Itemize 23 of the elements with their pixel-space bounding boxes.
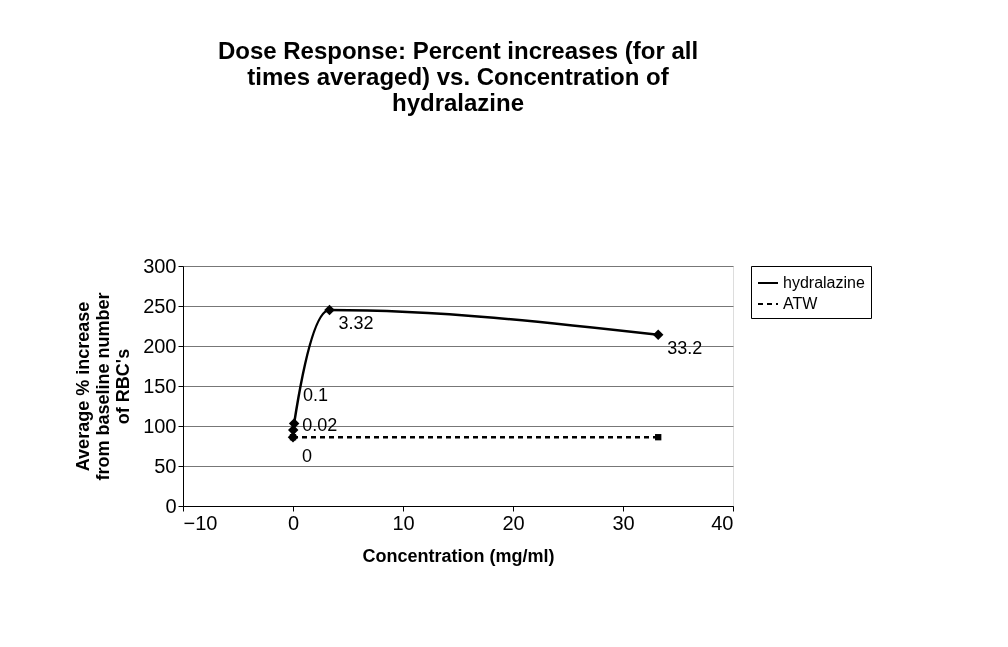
annotation: 0.1: [303, 384, 329, 405]
y-tick-label: 0: [165, 494, 177, 517]
y-tick-label: 100: [143, 414, 177, 437]
x-tick-label: −10: [183, 511, 218, 534]
x-tick-label: 40: [711, 511, 734, 534]
y-axis-title: Average % increase from baseline number of RBC's: [73, 292, 134, 481]
y-tick-label: 300: [143, 254, 177, 277]
x-tick-label: 20: [502, 511, 525, 534]
chart-title: Dose Response: Percent increases (for all times averaged) vs. Concentration of hydralazine: [217, 37, 699, 116]
x-tick-label: 30: [612, 511, 635, 534]
x-tick-label: 0: [287, 511, 300, 534]
legend-label: hydralazine: [783, 274, 865, 291]
annotation: 3.32: [338, 313, 374, 333]
legend-label: ATW: [783, 295, 819, 312]
x-axis-title: Concentration (mg/ml): [362, 545, 555, 566]
annotation: 0.02: [302, 415, 338, 435]
y-tick-label: 50: [154, 454, 177, 477]
annotation: 0: [302, 446, 313, 467]
y-tick-label: 150: [143, 374, 177, 397]
y-tick-label: 250: [143, 294, 177, 317]
y-tick-label: 200: [143, 334, 177, 357]
x-tick-label: 10: [392, 511, 415, 534]
annotation: 33.2: [667, 337, 703, 358]
